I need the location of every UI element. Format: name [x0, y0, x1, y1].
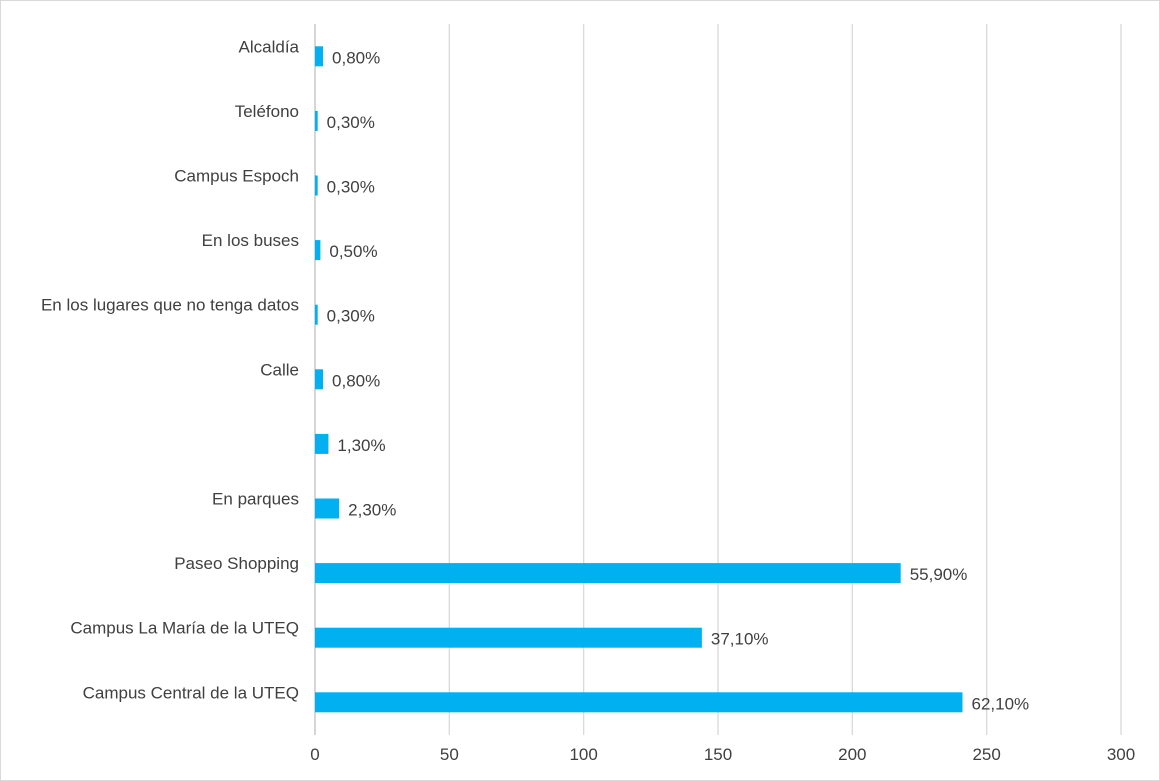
x-tick-label: 150 [704, 745, 732, 764]
bar [315, 46, 324, 67]
x-tick-label: 100 [569, 745, 597, 764]
data-label: 0,50% [329, 242, 377, 261]
bar [315, 304, 318, 325]
bar [315, 369, 324, 390]
bar [315, 433, 329, 454]
category-label: Campus Central de la UTEQ [83, 683, 299, 702]
category-label: Calle [260, 360, 299, 379]
bar [315, 692, 963, 713]
data-label: 2,30% [348, 501, 396, 520]
category-label: Alcaldía [239, 37, 300, 56]
bar [315, 627, 702, 648]
bar [315, 240, 321, 261]
category-label: Paseo Shopping [174, 554, 299, 573]
category-label: Campus Espoch [174, 167, 299, 186]
x-tick-label: 200 [838, 745, 866, 764]
x-tick-label: 50 [440, 745, 459, 764]
data-label: 62,10% [971, 694, 1029, 713]
data-label: 1,30% [337, 436, 385, 455]
data-label: 0,30% [327, 113, 375, 132]
labels: 0 50 100 150 200 250 300 Alcaldía 0,80% Teléfono 0… [41, 37, 1135, 764]
category-label: En los buses [202, 231, 299, 250]
x-tick-label: 0 [310, 745, 319, 764]
category-label: En parques [212, 490, 299, 509]
bar [315, 175, 318, 196]
data-label: 55,90% [910, 565, 968, 584]
data-label: 37,10% [711, 630, 769, 649]
gridlines [314, 24, 1122, 735]
bar [315, 563, 901, 584]
bar [315, 498, 340, 519]
category-label: Campus La María de la UTEQ [70, 619, 299, 638]
data-label: 0,30% [327, 178, 375, 197]
x-tick-label: 300 [1107, 745, 1135, 764]
category-label: Teléfono [235, 102, 299, 121]
data-label: 0,80% [332, 48, 380, 67]
bar [315, 110, 318, 131]
data-label: 0,30% [327, 307, 375, 326]
bars [315, 46, 963, 713]
category-label: En los lugares que no tenga datos [41, 296, 299, 315]
data-label: 0,80% [332, 371, 380, 390]
x-tick-label: 250 [972, 745, 1000, 764]
